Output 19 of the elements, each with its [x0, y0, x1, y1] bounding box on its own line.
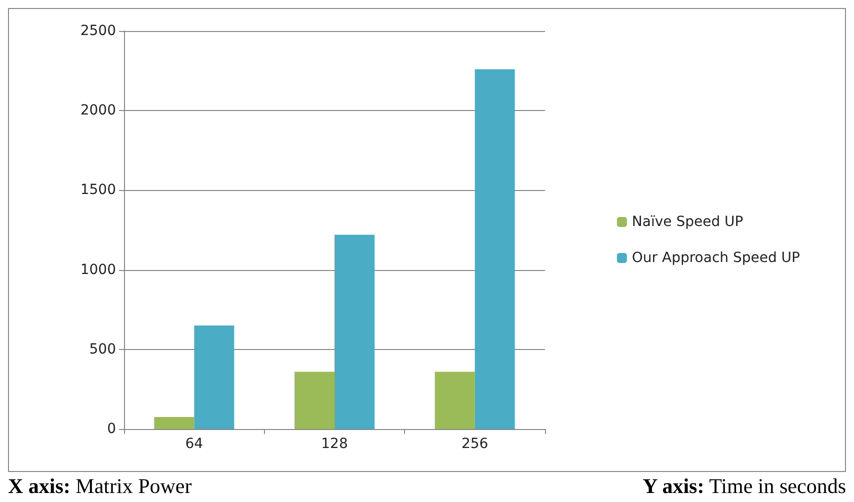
- y-tick-label: 2000: [80, 102, 116, 119]
- bar: [294, 372, 334, 429]
- bar: [194, 326, 234, 429]
- y-tick-label: 1000: [80, 262, 116, 278]
- bar: [474, 69, 515, 429]
- x-tick-label: 64: [185, 436, 204, 452]
- legend-label: Our Approach Speed UP: [632, 250, 800, 266]
- text: Y axis: Time in seconds: [642, 474, 846, 499]
- y-tick-label: 1500: [80, 182, 116, 198]
- text: X axis: Matrix Power: [8, 474, 192, 499]
- bar: [434, 372, 475, 429]
- legend-label: Naïve Speed UP: [632, 214, 744, 230]
- y-tick-label: 2500: [80, 23, 116, 39]
- bar: [154, 417, 194, 429]
- x-tick-label: 256: [461, 436, 488, 452]
- x-tick-label: 128: [321, 436, 348, 452]
- y-tick-label: 500: [89, 341, 116, 358]
- y-tick-label: 0: [107, 421, 116, 437]
- bar: [334, 234, 374, 429]
